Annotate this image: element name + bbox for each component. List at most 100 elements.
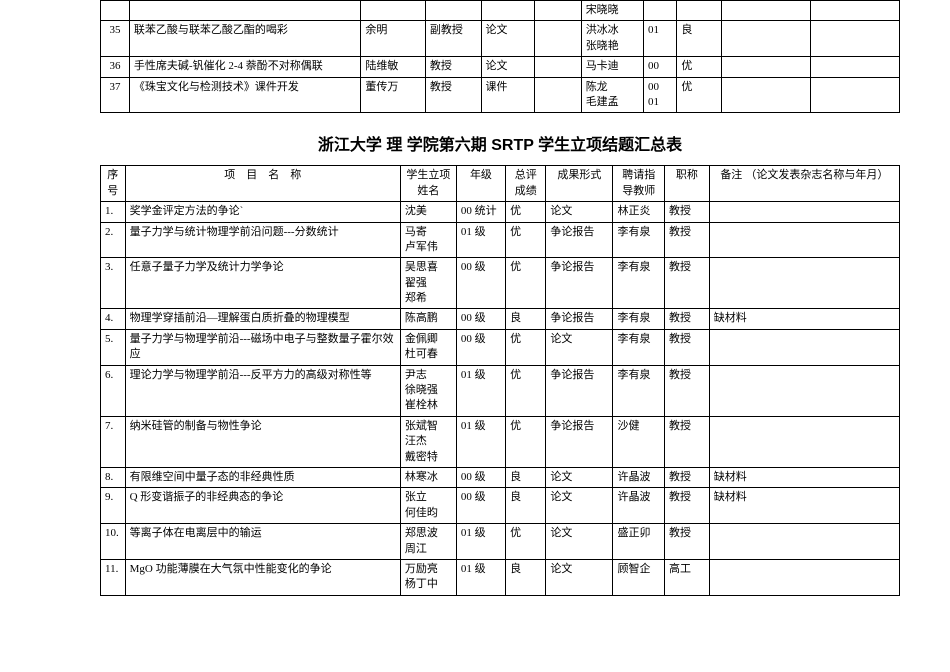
table-row: 8.有限维空间中量子态的非经典性质林寒冰00 级良论文许晶波教授缺材料 <box>101 467 900 487</box>
cell <box>721 77 810 113</box>
cell: 37 <box>101 77 130 113</box>
cell: 陈高鹏 <box>400 309 456 329</box>
cell: 李有泉 <box>613 309 664 329</box>
cell <box>129 1 360 21</box>
cell: 教授 <box>664 467 709 487</box>
cell: 35 <box>101 21 130 57</box>
cell: 10. <box>101 524 126 560</box>
cell: 教授 <box>664 329 709 365</box>
table-row: 2.量子力学与统计物理学前沿问题---分数统计马寄 卢军伟01 级优争论报告李有… <box>101 222 900 258</box>
cell: 01 级 <box>456 524 505 560</box>
cell: 9. <box>101 488 126 524</box>
cell: 郑思波 周江 <box>400 524 456 560</box>
cell: 论文 <box>546 202 613 222</box>
cell <box>709 258 899 309</box>
cell: 01 级 <box>456 222 505 258</box>
cell: 良 <box>506 559 546 595</box>
cell: 奖学金评定方法的争论` <box>125 202 400 222</box>
cell: 《珠宝文化与检测技术》课件开发 <box>129 77 360 113</box>
cell: 教授 <box>664 202 709 222</box>
cell: 沈美 <box>400 202 456 222</box>
cell: 李有泉 <box>613 365 664 416</box>
cell <box>810 57 899 77</box>
table-row: 5.量子力学与物理学前沿---磁场中电子与整数量子霍尔效应金佩卿 杜可春00 级… <box>101 329 900 365</box>
cell <box>481 1 534 21</box>
cell <box>709 222 899 258</box>
cell: 6. <box>101 365 126 416</box>
table-row: 11.MgO 功能薄膜在大气氛中性能变化的争论万励亮 杨丁中01 级良论文顾智企… <box>101 559 900 595</box>
cell: 00 <box>644 57 677 77</box>
cell: 李有泉 <box>613 329 664 365</box>
cell: 任意子量子力学及统计力学争论 <box>125 258 400 309</box>
cell: 董传万 <box>361 77 426 113</box>
cell: 许晶波 <box>613 488 664 524</box>
cell: 联苯乙酸与联苯乙酸乙酯的喝彩 <box>129 21 360 57</box>
cell: 张斌智 汪杰 戴密特 <box>400 416 456 467</box>
upper-table: 宋晓晓35联苯乙酸与联苯乙酸乙酯的喝彩余明副教授论文洪冰冰 张晓艳01良36手性… <box>100 0 900 113</box>
cell: 3. <box>101 258 126 309</box>
cell: 00 统计 <box>456 202 505 222</box>
cell <box>534 21 581 57</box>
cell: 论文 <box>546 524 613 560</box>
cell: 7. <box>101 416 126 467</box>
cell: 李有泉 <box>613 258 664 309</box>
cell: 优 <box>677 57 722 77</box>
cell: 等离子体在电离层中的输运 <box>125 524 400 560</box>
cell: 争论报告 <box>546 222 613 258</box>
cell: 缺材料 <box>709 309 899 329</box>
cell <box>709 202 899 222</box>
cell: 陆维敏 <box>361 57 426 77</box>
cell: 宋晓晓 <box>581 1 643 21</box>
cell <box>361 1 426 21</box>
cell: 手性席夫碱-钒催化 2-4 萘酚不对称偶联 <box>129 57 360 77</box>
cell: 余明 <box>361 21 426 57</box>
cell: 教授 <box>664 222 709 258</box>
cell: 11. <box>101 559 126 595</box>
table-row: 1.奖学金评定方法的争论`沈美00 统计优论文林正炎教授 <box>101 202 900 222</box>
cell: 00 级 <box>456 309 505 329</box>
cell <box>709 365 899 416</box>
header-grade: 年级 <box>456 166 505 202</box>
table-row: 37《珠宝文化与检测技术》课件开发董传万教授课件陈龙 毛建孟00 01优 <box>101 77 900 113</box>
cell <box>709 559 899 595</box>
cell: 许晶波 <box>613 467 664 487</box>
header-seq: 序号 <box>101 166 126 202</box>
cell: 论文 <box>546 488 613 524</box>
header-teacher: 聘请指导教师 <box>613 166 664 202</box>
cell: 张立 何佳昀 <box>400 488 456 524</box>
cell: 万励亮 杨丁中 <box>400 559 456 595</box>
header-name: 学生立项姓名 <box>400 166 456 202</box>
cell <box>534 1 581 21</box>
cell: 01 级 <box>456 416 505 467</box>
cell: 01 级 <box>456 365 505 416</box>
table-row: 35联苯乙酸与联苯乙酸乙酯的喝彩余明副教授论文洪冰冰 张晓艳01良 <box>101 21 900 57</box>
cell: 教授 <box>664 524 709 560</box>
cell <box>709 416 899 467</box>
cell: 论文 <box>481 57 534 77</box>
cell: MgO 功能薄膜在大气氛中性能变化的争论 <box>125 559 400 595</box>
cell: 论文 <box>546 467 613 487</box>
cell: 沙健 <box>613 416 664 467</box>
cell <box>534 77 581 113</box>
cell: 优 <box>506 222 546 258</box>
cell: 尹志 徐晓强 崔栓林 <box>400 365 456 416</box>
header-score: 总评成绩 <box>506 166 546 202</box>
cell <box>534 57 581 77</box>
cell: 盛正卯 <box>613 524 664 560</box>
cell: 马寄 卢军伟 <box>400 222 456 258</box>
cell: 吴思喜 翟强 郑希 <box>400 258 456 309</box>
table-row: 6.理论力学与物理学前沿---反平方力的高级对称性等尹志 徐晓强 崔栓林01 级… <box>101 365 900 416</box>
cell: 顾智企 <box>613 559 664 595</box>
cell: 争论报告 <box>546 309 613 329</box>
header-proj: 项 目 名 称 <box>125 166 400 202</box>
cell: 物理学穿插前沿―理解蛋白质折叠的物理模型 <box>125 309 400 329</box>
cell: 教授 <box>664 309 709 329</box>
cell: 量子力学与物理学前沿---磁场中电子与整数量子霍尔效应 <box>125 329 400 365</box>
cell: 副教授 <box>425 21 481 57</box>
cell: 缺材料 <box>709 488 899 524</box>
table-row: 4.物理学穿插前沿―理解蛋白质折叠的物理模型陈高鹏00 级良争论报告李有泉教授缺… <box>101 309 900 329</box>
cell <box>810 1 899 21</box>
main-table: 序号 项 目 名 称 学生立项姓名 年级 总评成绩 成果形式 聘请指导教师 职称… <box>100 165 900 595</box>
cell: 高工 <box>664 559 709 595</box>
table-row: 9.Q 形变谐振子的非经典态的争论张立 何佳昀00 级良论文许晶波教授缺材料 <box>101 488 900 524</box>
